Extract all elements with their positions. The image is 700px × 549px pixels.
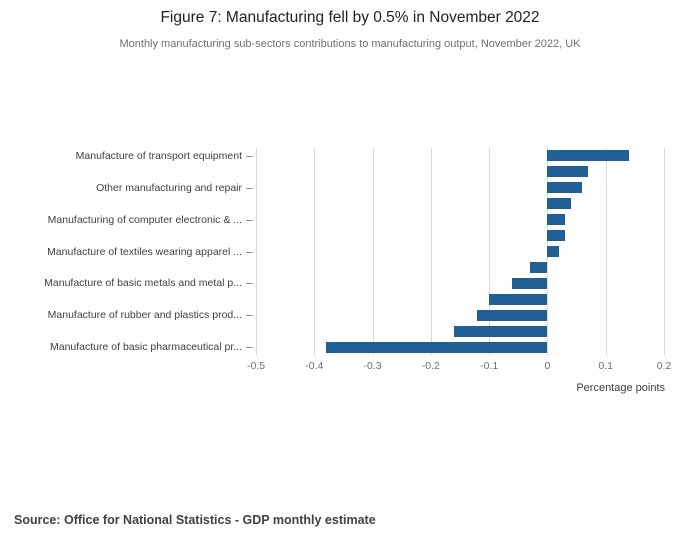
x-tick-label: 0 — [544, 360, 551, 372]
bar-segment — [547, 182, 583, 194]
bar-segment — [547, 198, 571, 210]
y-tick-mark — [246, 283, 253, 285]
x-axis-tick-labels: -0.5 -0.4 -0.3 -0.2 -0.1 0 0.1 0.2 — [247, 360, 671, 374]
gridline — [372, 148, 374, 355]
bar-segment — [512, 277, 548, 289]
category-label: Other manufacturing and repair — [96, 181, 242, 194]
chart-title: Figure 7: Manufacturing fell by 0.5% in … — [160, 9, 540, 26]
y-tick-mark — [246, 251, 253, 253]
y-tick-mark — [246, 347, 253, 349]
x-tick-label: -0.2 — [421, 360, 440, 372]
x-axis-title: Percentage points — [576, 382, 665, 394]
bar-segment — [547, 246, 560, 257]
gridline — [605, 148, 607, 355]
y-axis-ticks — [244, 148, 256, 355]
category-label: Manufacture of basic metals and metal p.… — [44, 277, 242, 290]
bar-segment — [547, 166, 589, 178]
bar-segment — [454, 325, 548, 337]
gridline — [664, 148, 665, 355]
bar-chart: Manufacture of transport equipment Other … — [0, 148, 700, 355]
bar-segment — [489, 293, 548, 305]
bar-segment — [529, 261, 548, 273]
x-tick-label: -0.1 — [480, 360, 499, 372]
plot-area — [256, 148, 665, 355]
gridline — [489, 148, 491, 355]
y-tick-mark — [246, 155, 253, 157]
category-label: Manufacture of transport equipment — [75, 149, 242, 162]
source-text: Source: Office for National Statistics -… — [14, 513, 376, 527]
chart-subtitle: Monthly manufacturing sub-sectors contri… — [119, 38, 581, 50]
category-label: Manufacturing of computer electronic & .… — [47, 213, 242, 226]
x-tick-label: -0.5 — [246, 360, 266, 372]
category-label: Manufacture of textiles wearing apparel … — [47, 245, 242, 258]
y-axis-labels: Manufacture of transport equipment Other … — [0, 148, 242, 355]
x-tick-label: 0.1 — [598, 360, 614, 372]
gridline — [430, 148, 432, 355]
bar-segment — [547, 230, 565, 242]
y-tick-mark — [246, 219, 253, 221]
y-tick-mark — [246, 187, 253, 189]
gridline — [256, 148, 257, 355]
category-label: Manufacture of rubber and plastics prod.… — [47, 309, 242, 322]
category-label: Manufacture of basic pharmaceutical pr..… — [49, 341, 242, 354]
bar-segment — [547, 150, 630, 162]
bar-segment — [477, 309, 548, 321]
y-tick-mark — [246, 315, 253, 317]
bar-segment — [325, 341, 548, 353]
bar-segment — [547, 214, 565, 226]
x-tick-label: 0.2 — [656, 360, 672, 372]
gridline — [314, 148, 316, 355]
x-tick-label: -0.4 — [305, 360, 324, 372]
x-tick-label: -0.3 — [363, 360, 382, 372]
